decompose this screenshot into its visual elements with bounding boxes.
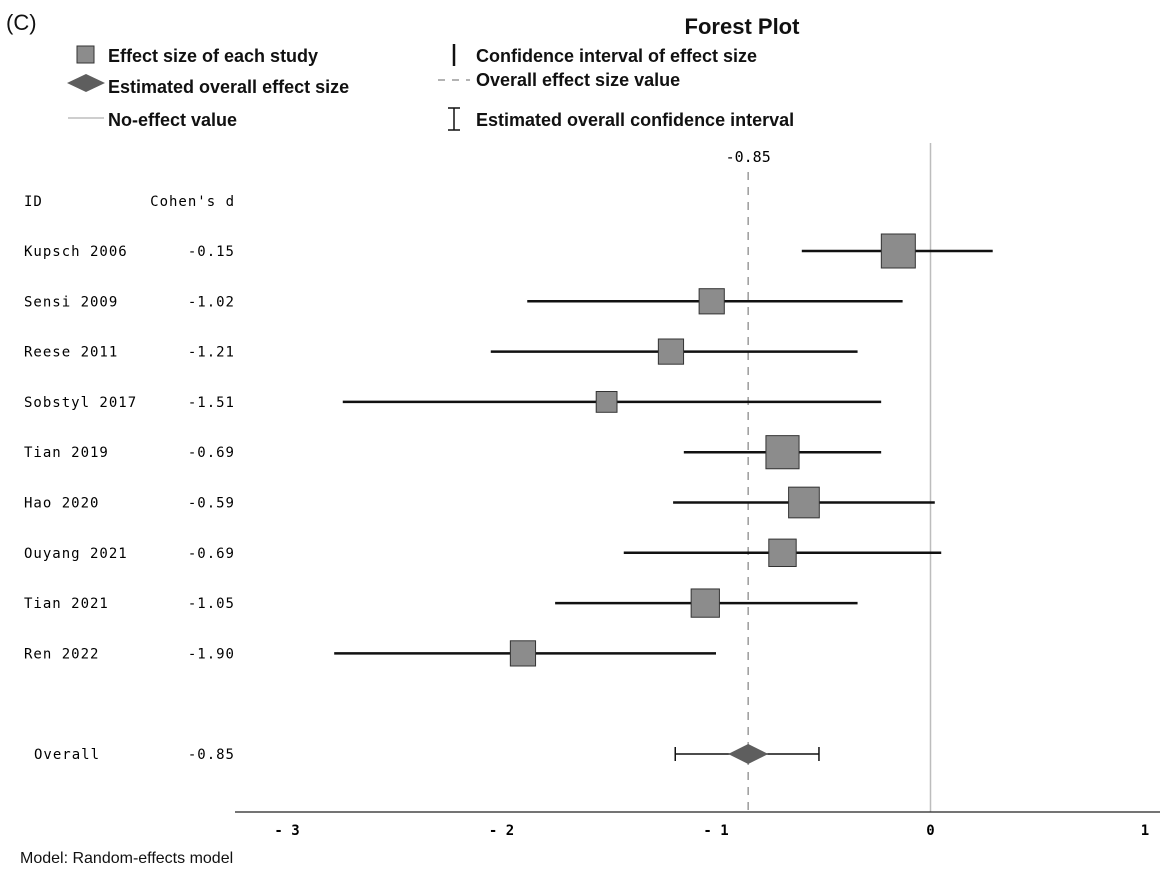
study-effect-box [698, 288, 725, 315]
x-axis-ticks: - 3 - 2 - 1 0 1 [274, 823, 1149, 839]
legend-ci-effect: Confidence interval of effect size [476, 46, 758, 66]
study-row: Sensi 2009 -1.02 [24, 288, 903, 315]
study-id-label: Ouyang 2021 [24, 546, 128, 562]
legend-no-effect: No-effect value [108, 110, 238, 130]
study-row: Ren 2022 -1.90 [24, 640, 716, 667]
overall-d-label: -0.85 [188, 747, 235, 763]
study-effect-box [765, 435, 800, 470]
study-id-label: Tian 2021 [24, 596, 109, 612]
study-d-label: -0.69 [188, 445, 235, 461]
x-tick-label: - 1 [703, 823, 728, 839]
study-effect-box [768, 538, 797, 567]
study-effect-box [880, 233, 916, 269]
study-row: Reese 2011 -1.21 [24, 338, 858, 365]
study-effect-box [657, 338, 685, 365]
study-d-label: -0.69 [188, 546, 235, 562]
study-row: Tian 2019 -0.69 [24, 435, 882, 470]
study-d-label: -1.05 [188, 596, 235, 612]
study-d-label: -1.21 [188, 345, 235, 361]
study-d-label: -0.59 [188, 496, 235, 512]
legend-overall-value: Overall effect size value [476, 70, 681, 90]
legend-box-icon [76, 45, 95, 64]
study-id-label: Sobstyl 2017 [24, 395, 137, 411]
study-d-label: -1.02 [188, 294, 235, 310]
study-row: Tian 2021 -1.05 [24, 588, 858, 618]
study-effect-box [595, 391, 618, 413]
study-id-label: Sensi 2009 [24, 294, 118, 310]
x-tick-label: 0 [926, 823, 934, 839]
study-effect-box [509, 640, 537, 667]
legend-overall-effect: Estimated overall effect size [108, 77, 350, 97]
study-id-label: Tian 2019 [24, 445, 109, 461]
study-rows: Kupsch 2006 -0.15 Sensi 2009 -1.02 Reese 201… [24, 233, 993, 667]
legend-study-effect: Effect size of each study [108, 46, 319, 66]
legend-diamond-icon [67, 74, 105, 92]
x-tick-label: 1 [1141, 823, 1149, 839]
study-effect-box [788, 486, 820, 519]
study-row: Ouyang 2021 -0.69 [24, 538, 942, 567]
study-id-label: Hao 2020 [24, 496, 99, 512]
legend-overall-ci: Estimated overall confidence interval [476, 110, 795, 130]
overall-value-label: -0.85 [726, 148, 771, 166]
x-tick-label: - 3 [274, 823, 299, 839]
panel-label: (C) [6, 10, 37, 35]
column-header-cohens-d: Cohen's d [150, 194, 235, 210]
overall-id-label: Overall [34, 747, 100, 763]
overall-effect-diamond [728, 744, 769, 764]
study-id-label: Ren 2022 [24, 646, 99, 662]
chart-title: Forest Plot [684, 14, 800, 39]
study-row: Sobstyl 2017 -1.51 [24, 391, 882, 413]
study-row: Kupsch 2006 -0.15 [24, 233, 993, 269]
study-d-label: -1.90 [188, 646, 235, 662]
study-id-label: Reese 2011 [24, 345, 118, 361]
legend-glyphs [67, 44, 470, 131]
study-effect-box [690, 588, 720, 618]
study-d-label: -0.15 [188, 244, 235, 260]
study-row: Hao 2020 -0.59 [24, 486, 935, 519]
study-id-label: Kupsch 2006 [24, 244, 128, 260]
model-footnote: Model: Random-effects model [20, 850, 234, 867]
study-d-label: -1.51 [188, 395, 235, 411]
x-tick-label: - 2 [489, 823, 514, 839]
legend-overall-ci-icon [448, 107, 460, 131]
overall-row: Overall -0.85 [34, 744, 820, 764]
column-header-id: ID [24, 194, 43, 210]
